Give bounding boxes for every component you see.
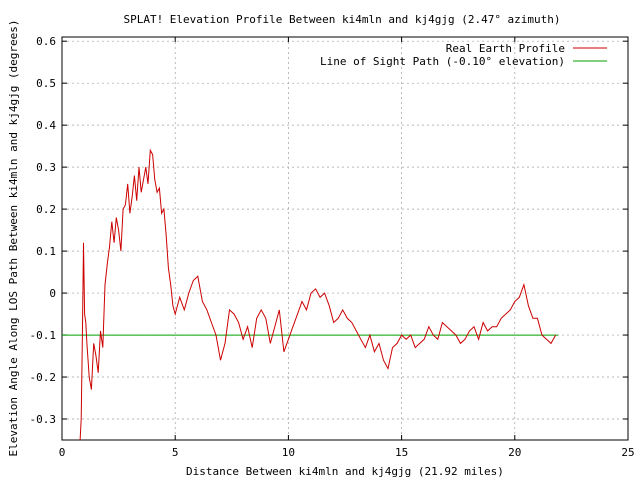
x-tick-label: 0: [59, 446, 66, 459]
y-tick-label: 0.6: [36, 35, 56, 48]
legend-label-real-earth: Real Earth Profile: [446, 42, 565, 55]
x-tick-label: 5: [172, 446, 179, 459]
series-lines: [62, 148, 559, 441]
y-tick-label: 0.5: [36, 77, 56, 90]
y-tick-label: -0.1: [30, 329, 57, 342]
x-tick-label: 10: [282, 446, 295, 459]
x-tick-label: 15: [395, 446, 408, 459]
y-axis-label: Elevation Angle Along LOS Path Between k…: [7, 19, 20, 456]
y-tick-label: 0.2: [36, 203, 56, 216]
real-earth-profile-line: [79, 148, 557, 441]
grid-lines: [62, 37, 628, 440]
y-tick-label: -0.2: [30, 371, 57, 384]
legend: Real Earth Profile Line of Sight Path (-…: [320, 42, 607, 68]
y-tick-label: 0.3: [36, 161, 56, 174]
y-tick-label: 0: [49, 287, 56, 300]
x-tick-label: 25: [621, 446, 634, 459]
x-tick-label: 20: [508, 446, 521, 459]
x-axis-label: Distance Between ki4mln and kj4gjg (21.9…: [186, 465, 504, 478]
plot-frame: [61, 36, 629, 441]
y-tick-label: -0.3: [30, 413, 57, 426]
legend-label-line-of-sight: Line of Sight Path (-0.10° elevation): [320, 55, 565, 68]
y-tick-label: 0.4: [36, 119, 56, 132]
chart-title: SPLAT! Elevation Profile Between ki4mln …: [123, 13, 560, 26]
y-tick-label: 0.1: [36, 245, 56, 258]
